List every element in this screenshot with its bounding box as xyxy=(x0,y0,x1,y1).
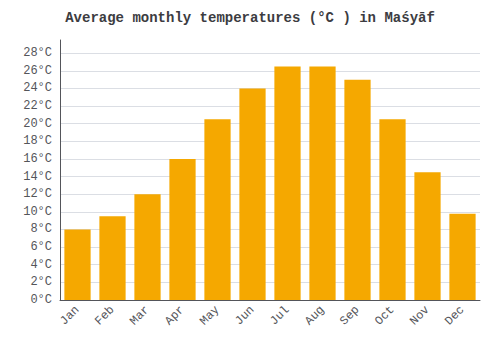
svg-text:Sep: Sep xyxy=(337,303,362,328)
svg-text:Dec: Dec xyxy=(442,303,467,328)
svg-text:Mar: Mar xyxy=(127,303,152,328)
svg-text:May: May xyxy=(197,303,222,328)
svg-text:24°C: 24°C xyxy=(23,81,52,95)
svg-text:4°C: 4°C xyxy=(30,258,52,272)
svg-text:26°C: 26°C xyxy=(23,64,52,78)
svg-text:Apr: Apr xyxy=(162,303,187,328)
svg-text:Jan: Jan xyxy=(57,303,82,328)
svg-text:8°C: 8°C xyxy=(30,222,52,236)
svg-text:2°C: 2°C xyxy=(30,275,52,289)
svg-text:Average monthly temperatures (: Average monthly temperatures (°C ) in Ma… xyxy=(65,10,435,26)
svg-text:20°C: 20°C xyxy=(23,117,52,131)
svg-text:Aug: Aug xyxy=(302,303,327,328)
svg-text:Oct: Oct xyxy=(372,303,397,328)
svg-text:Feb: Feb xyxy=(92,303,117,328)
svg-text:22°C: 22°C xyxy=(23,99,52,113)
svg-text:Jul: Jul xyxy=(267,303,292,328)
svg-text:16°C: 16°C xyxy=(23,152,52,166)
svg-text:Nov: Nov xyxy=(407,303,432,328)
svg-text:10°C: 10°C xyxy=(23,205,52,219)
svg-text:Jun: Jun xyxy=(232,303,257,328)
svg-text:0°C: 0°C xyxy=(30,293,52,307)
svg-text:28°C: 28°C xyxy=(23,46,52,60)
svg-text:14°C: 14°C xyxy=(23,170,52,184)
svg-text:18°C: 18°C xyxy=(23,134,52,148)
svg-text:12°C: 12°C xyxy=(23,187,52,201)
svg-text:6°C: 6°C xyxy=(30,240,52,254)
